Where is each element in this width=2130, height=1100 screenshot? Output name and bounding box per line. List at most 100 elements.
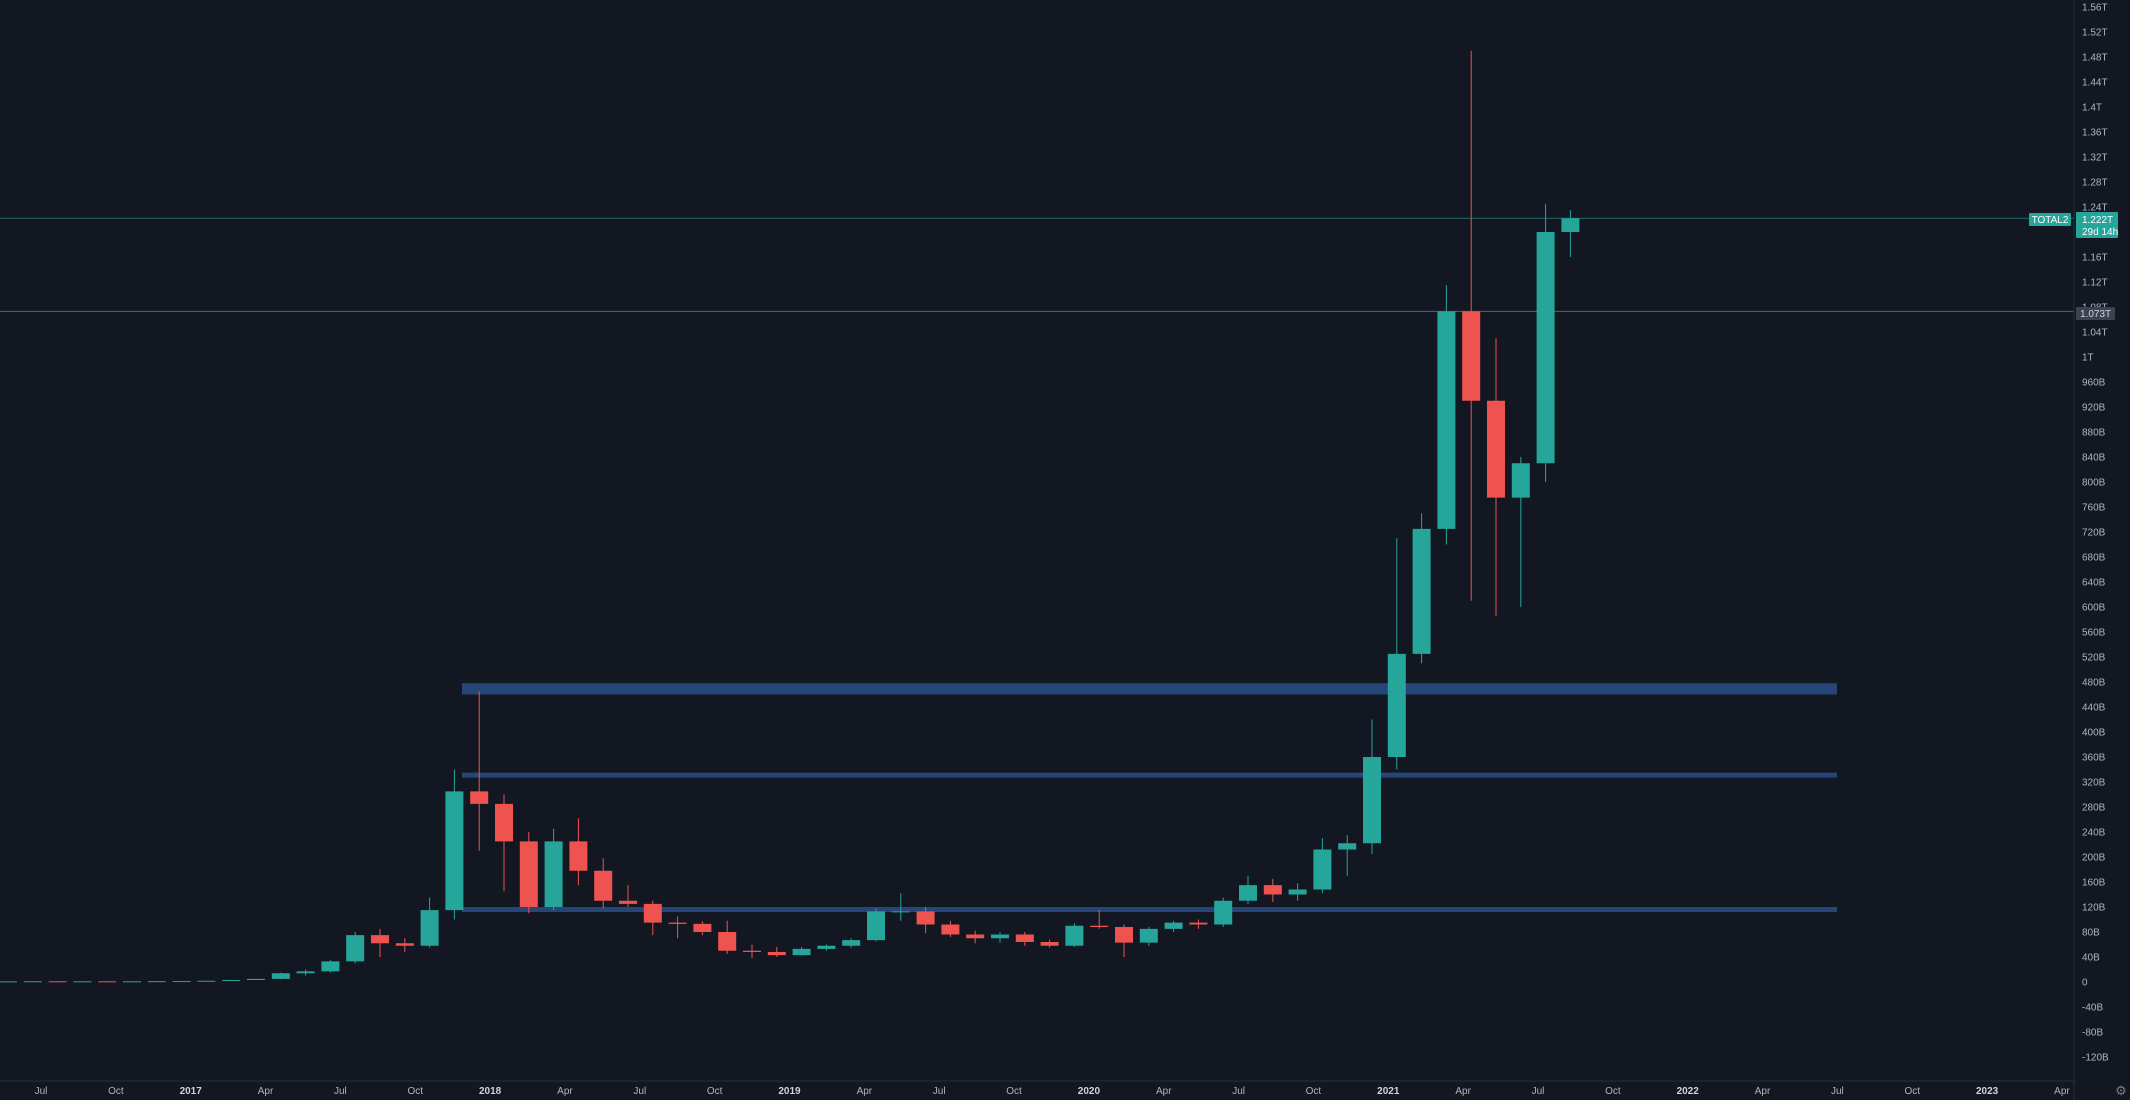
candle [544,828,563,911]
candle-body [817,945,836,949]
horizontal-lines [0,217,2074,312]
candle-body [991,934,1009,939]
time-axis[interactable]: Jul Oct 2017 Apr Jul Oct 2018 Apr Jul Oct 2019 Apr J… [35,1086,2071,1097]
price-tick-label: 480B [2082,678,2106,689]
candle [197,980,216,982]
candle [891,893,910,921]
candle-body [1263,885,1282,895]
time-tick-label: Jul [1232,1086,1245,1097]
time-tick-label: 2017 [180,1086,203,1097]
candle-body [966,934,985,939]
price-tick-label: 680B [2082,553,2106,564]
candle-body [1139,928,1158,943]
candle-body [23,981,42,983]
price-tick-label: 1.4T [2082,103,2102,114]
candle [916,907,935,934]
candle [271,972,290,980]
time-tick-label: Oct [1306,1086,1322,1097]
candle-body [916,911,935,925]
price-tick-label: 920B [2082,403,2106,414]
candle-body [718,932,737,951]
price-tick-label: 800B [2082,478,2106,489]
candle [594,858,613,909]
candle-body [1462,311,1481,401]
candle-body [1313,849,1332,890]
candle [395,938,414,952]
price-tick-label: -40B [2082,1003,2103,1014]
candle-body [519,841,538,907]
candle-body [569,841,588,871]
price-tick-label: 960B [2082,378,2106,389]
price-tick-label: 1.36T [2082,128,2108,139]
candle-body [321,961,340,972]
candle-body [1115,927,1133,943]
candle-body [842,940,861,946]
price-tick-label: 440B [2082,703,2106,714]
candle-body [1363,757,1381,844]
candle-body [73,981,92,983]
candle-body [172,981,191,983]
candle [1437,285,1456,545]
candle [222,979,241,981]
candle-body [1040,942,1059,946]
candle [470,691,489,851]
candle [619,885,637,907]
candle-body [1090,925,1109,927]
candle [1115,924,1133,957]
candle [321,960,340,973]
price-tick-label: 280B [2082,803,2106,814]
candle [767,947,786,957]
candle [296,969,315,976]
candle [1561,210,1580,257]
price-tick-label: 120B [2082,903,2106,914]
time-tick-label: Oct [407,1086,423,1097]
candle [966,930,985,944]
price-tick-label: 1.48T [2082,53,2108,64]
price-tick-label: 840B [2082,453,2106,464]
candle-body [1412,528,1431,654]
candle [172,981,191,983]
gear-icon[interactable]: ⚙ [2115,1083,2127,1098]
price-tick-label: 1.04T [2082,328,2108,339]
price-tick-label: 640B [2082,578,2106,589]
time-tick-label: Apr [557,1086,573,1097]
time-tick-label: Jul [933,1086,946,1097]
candle [0,981,17,983]
price-tick-label: 520B [2082,653,2106,664]
price-tick-label: 600B [2082,603,2106,614]
candle [867,908,885,942]
candle [48,981,67,983]
bar-countdown: 29d 14h [2082,227,2118,238]
candle-body [247,978,265,980]
candle-body [1164,922,1183,929]
price-tick-label: 40B [2082,953,2100,964]
price-tick-label: 720B [2082,528,2106,539]
candle-body [693,923,712,932]
candle-body [1189,922,1208,925]
candle [1015,932,1034,946]
price-tick-label: 1.24T [2082,203,2108,214]
price-tick-label: 0 [2082,978,2088,989]
candle-body [445,791,464,911]
time-tick-label: 2019 [778,1086,801,1097]
candle-body [668,922,687,924]
price-axis[interactable]: 1.56T 1.52T 1.48T 1.44T 1.4T 1.36T 1.32T 1.28T 1… [2082,3,2109,1064]
candle [147,981,166,983]
candle [1487,338,1505,617]
price-tick-label: 320B [2082,778,2106,789]
candle [1462,50,1481,601]
candle [495,794,513,892]
candle-body [867,911,885,941]
candle [643,900,662,936]
time-tick-label: Jul [1831,1086,1844,1097]
candle [1387,538,1406,770]
candle [73,981,92,983]
candle-body [1338,843,1357,850]
candle-body [1015,934,1034,942]
candle [23,981,42,983]
candle [1040,939,1059,948]
candle-body [1561,218,1580,232]
support-zones [462,683,1837,912]
